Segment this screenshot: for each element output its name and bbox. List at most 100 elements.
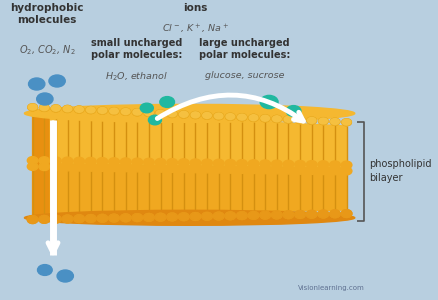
Circle shape xyxy=(248,114,259,122)
Circle shape xyxy=(144,214,154,221)
Circle shape xyxy=(330,210,340,218)
Circle shape xyxy=(38,265,52,275)
Circle shape xyxy=(74,215,85,223)
Polygon shape xyxy=(32,164,346,216)
Circle shape xyxy=(144,214,154,221)
Circle shape xyxy=(330,161,340,169)
Circle shape xyxy=(213,212,224,220)
Circle shape xyxy=(318,210,328,218)
Circle shape xyxy=(148,115,162,125)
Circle shape xyxy=(295,211,305,218)
Circle shape xyxy=(167,110,177,118)
Circle shape xyxy=(97,164,108,171)
Circle shape xyxy=(190,213,201,220)
Circle shape xyxy=(272,115,282,123)
Circle shape xyxy=(225,165,236,173)
Circle shape xyxy=(237,160,247,167)
Circle shape xyxy=(132,214,143,221)
Circle shape xyxy=(155,158,166,166)
Circle shape xyxy=(307,167,317,174)
Circle shape xyxy=(155,213,166,221)
Circle shape xyxy=(62,105,73,113)
Circle shape xyxy=(202,165,212,173)
Circle shape xyxy=(74,105,85,113)
Circle shape xyxy=(307,210,317,218)
Circle shape xyxy=(341,167,352,175)
Circle shape xyxy=(39,163,49,171)
Circle shape xyxy=(27,103,38,111)
Circle shape xyxy=(179,159,189,167)
Circle shape xyxy=(272,115,282,123)
Circle shape xyxy=(248,160,259,168)
Ellipse shape xyxy=(25,104,355,122)
Circle shape xyxy=(307,116,317,124)
Circle shape xyxy=(85,164,96,171)
Circle shape xyxy=(109,107,119,115)
Ellipse shape xyxy=(25,210,355,225)
Circle shape xyxy=(160,97,174,107)
Circle shape xyxy=(248,114,259,122)
Circle shape xyxy=(283,211,294,219)
Circle shape xyxy=(341,161,352,169)
Circle shape xyxy=(132,158,143,166)
Circle shape xyxy=(190,111,201,119)
Circle shape xyxy=(97,106,108,114)
Circle shape xyxy=(155,110,166,117)
Circle shape xyxy=(155,164,166,172)
Circle shape xyxy=(85,106,96,114)
Circle shape xyxy=(202,212,212,220)
Circle shape xyxy=(283,160,294,168)
Circle shape xyxy=(62,215,73,223)
Circle shape xyxy=(213,165,224,173)
Circle shape xyxy=(167,159,177,167)
Circle shape xyxy=(272,166,282,174)
Circle shape xyxy=(260,95,278,109)
Circle shape xyxy=(50,215,61,223)
Circle shape xyxy=(39,215,49,223)
Circle shape xyxy=(50,105,61,112)
Circle shape xyxy=(109,164,119,172)
Circle shape xyxy=(225,113,236,121)
Circle shape xyxy=(62,157,73,165)
Circle shape xyxy=(50,163,61,171)
Circle shape xyxy=(248,212,259,219)
Circle shape xyxy=(57,270,74,282)
Text: $Cl^-$, $K^+$, $Na^+$: $Cl^-$, $K^+$, $Na^+$ xyxy=(162,22,230,36)
Circle shape xyxy=(295,116,305,124)
Circle shape xyxy=(248,166,259,174)
Circle shape xyxy=(97,214,108,222)
Circle shape xyxy=(237,113,247,121)
Circle shape xyxy=(295,167,305,174)
Circle shape xyxy=(27,103,38,111)
Circle shape xyxy=(307,160,317,168)
Circle shape xyxy=(28,78,45,90)
Text: $O_2$, $CO_2$, $N_2$: $O_2$, $CO_2$, $N_2$ xyxy=(18,44,75,57)
Circle shape xyxy=(144,109,154,117)
Circle shape xyxy=(202,212,212,220)
Circle shape xyxy=(330,118,340,125)
Circle shape xyxy=(167,213,177,221)
Polygon shape xyxy=(32,111,346,168)
Circle shape xyxy=(120,108,131,116)
Circle shape xyxy=(39,157,49,165)
Circle shape xyxy=(248,212,259,219)
Circle shape xyxy=(39,215,49,223)
Circle shape xyxy=(62,163,73,171)
Circle shape xyxy=(39,104,49,112)
Circle shape xyxy=(97,158,108,165)
Circle shape xyxy=(295,116,305,124)
Circle shape xyxy=(74,157,85,165)
Circle shape xyxy=(318,210,328,218)
Circle shape xyxy=(155,109,166,117)
Circle shape xyxy=(179,110,189,118)
Circle shape xyxy=(167,110,177,118)
Text: phospholipid
bilayer: phospholipid bilayer xyxy=(369,159,431,183)
Circle shape xyxy=(213,112,224,120)
Circle shape xyxy=(85,158,96,165)
Circle shape xyxy=(85,214,96,222)
Circle shape xyxy=(74,106,85,113)
Circle shape xyxy=(50,215,61,223)
Circle shape xyxy=(330,210,340,218)
Circle shape xyxy=(237,166,247,173)
Circle shape xyxy=(179,111,189,119)
